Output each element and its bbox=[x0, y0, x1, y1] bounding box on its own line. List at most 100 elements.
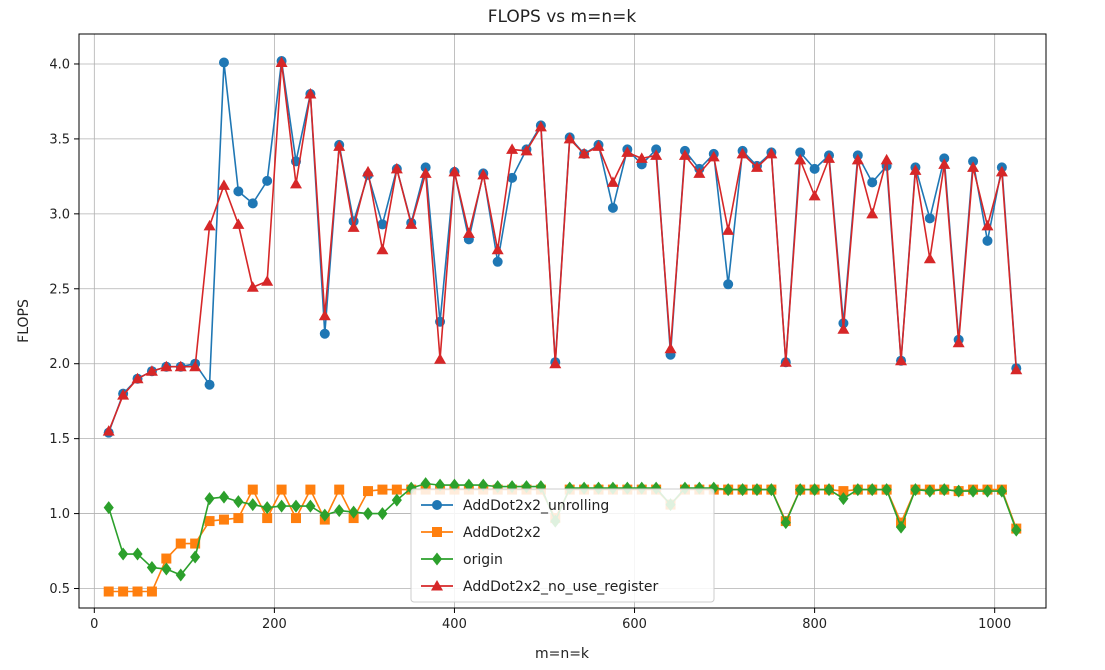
data-point bbox=[867, 483, 878, 497]
data-point bbox=[707, 150, 720, 162]
data-point bbox=[262, 175, 273, 186]
data-point bbox=[867, 177, 878, 188]
data-point bbox=[506, 143, 519, 154]
data-point bbox=[895, 354, 908, 366]
y-axis-label: FLOPS bbox=[16, 299, 32, 343]
data-point bbox=[462, 227, 475, 238]
x-tick-label: 200 bbox=[262, 617, 287, 632]
x-axis-label: m=n=k bbox=[535, 646, 590, 662]
data-point bbox=[823, 152, 836, 163]
data-point bbox=[664, 342, 677, 354]
legend-item: AddDot2x2_no_use_register bbox=[421, 579, 658, 595]
data-point bbox=[982, 235, 993, 246]
data-point bbox=[895, 520, 907, 534]
data-point bbox=[348, 505, 359, 519]
data-point bbox=[117, 389, 130, 400]
data-point bbox=[146, 561, 158, 575]
x-tick-label: 800 bbox=[802, 617, 827, 632]
data-point bbox=[132, 547, 143, 561]
data-point bbox=[881, 483, 892, 497]
data-point bbox=[391, 484, 402, 495]
data-point bbox=[247, 498, 258, 512]
data-point bbox=[333, 140, 346, 151]
data-point bbox=[233, 186, 244, 197]
data-point bbox=[175, 568, 186, 582]
series-line bbox=[107, 61, 1018, 432]
data-point bbox=[275, 56, 288, 67]
data-point bbox=[246, 281, 259, 292]
data-point bbox=[276, 499, 287, 513]
data-point bbox=[765, 147, 778, 159]
data-point bbox=[305, 499, 316, 513]
data-point bbox=[880, 153, 893, 165]
data-point bbox=[909, 164, 922, 175]
y-tick-label: 3.0 bbox=[49, 207, 70, 222]
data-point bbox=[145, 365, 158, 376]
data-point bbox=[852, 483, 863, 497]
data-point bbox=[262, 513, 273, 524]
data-point bbox=[232, 218, 245, 229]
data-point bbox=[432, 500, 442, 510]
data-point bbox=[419, 167, 432, 178]
data-point bbox=[478, 478, 489, 492]
data-point bbox=[924, 484, 935, 498]
data-point bbox=[507, 172, 518, 183]
data-point bbox=[982, 484, 993, 498]
data-point bbox=[118, 586, 129, 597]
data-point bbox=[851, 153, 864, 165]
data-point bbox=[939, 483, 950, 497]
data-point bbox=[319, 328, 330, 339]
data-point bbox=[434, 478, 446, 492]
data-point bbox=[534, 120, 547, 132]
data-point bbox=[809, 163, 820, 174]
data-point bbox=[635, 152, 648, 163]
legend: AddDot2x2_unrolling AddDot2x2 origin AddDot… bbox=[410, 488, 715, 603]
data-point bbox=[218, 514, 229, 525]
data-point bbox=[809, 483, 820, 497]
data-point bbox=[938, 158, 951, 169]
data-point bbox=[678, 149, 691, 160]
data-point bbox=[363, 486, 374, 497]
data-point bbox=[118, 547, 129, 561]
data-point bbox=[161, 562, 172, 576]
data-point bbox=[737, 483, 748, 497]
data-point bbox=[204, 379, 215, 390]
data-point bbox=[491, 243, 504, 255]
data-point bbox=[189, 360, 202, 372]
data-point bbox=[477, 168, 490, 180]
legend-item: AddDot2x2 bbox=[421, 525, 541, 541]
data-point bbox=[521, 480, 532, 494]
data-point bbox=[967, 484, 979, 498]
data-point bbox=[751, 483, 763, 497]
y-tick-label: 1.0 bbox=[49, 507, 70, 522]
data-point bbox=[390, 162, 403, 174]
data-point bbox=[995, 165, 1008, 177]
data-point bbox=[981, 219, 994, 231]
data-point bbox=[161, 553, 172, 564]
data-point bbox=[492, 256, 503, 267]
data-point bbox=[131, 372, 144, 384]
data-point bbox=[377, 484, 388, 495]
data-point bbox=[607, 202, 618, 213]
data-point bbox=[766, 483, 777, 497]
chart-title: FLOPS vs m=n=k bbox=[488, 7, 637, 27]
data-point bbox=[204, 492, 215, 506]
data-point bbox=[431, 580, 443, 591]
x-tick-label: 400 bbox=[442, 617, 467, 632]
data-point bbox=[750, 161, 763, 172]
x-tick-label: 600 bbox=[622, 617, 647, 632]
plot-frame bbox=[78, 33, 1047, 609]
data-point bbox=[132, 586, 143, 597]
data-point bbox=[780, 516, 791, 530]
data-point bbox=[549, 357, 562, 369]
data-point bbox=[693, 167, 706, 178]
legend-box bbox=[410, 488, 715, 603]
data-point bbox=[967, 161, 980, 172]
data-point bbox=[190, 550, 201, 564]
series-AddDot2x2_no_use_register bbox=[102, 56, 1023, 436]
series-origin bbox=[103, 477, 1022, 582]
data-point bbox=[334, 484, 345, 495]
data-point bbox=[1010, 363, 1023, 375]
data-point bbox=[923, 252, 936, 264]
data-point bbox=[520, 144, 533, 156]
